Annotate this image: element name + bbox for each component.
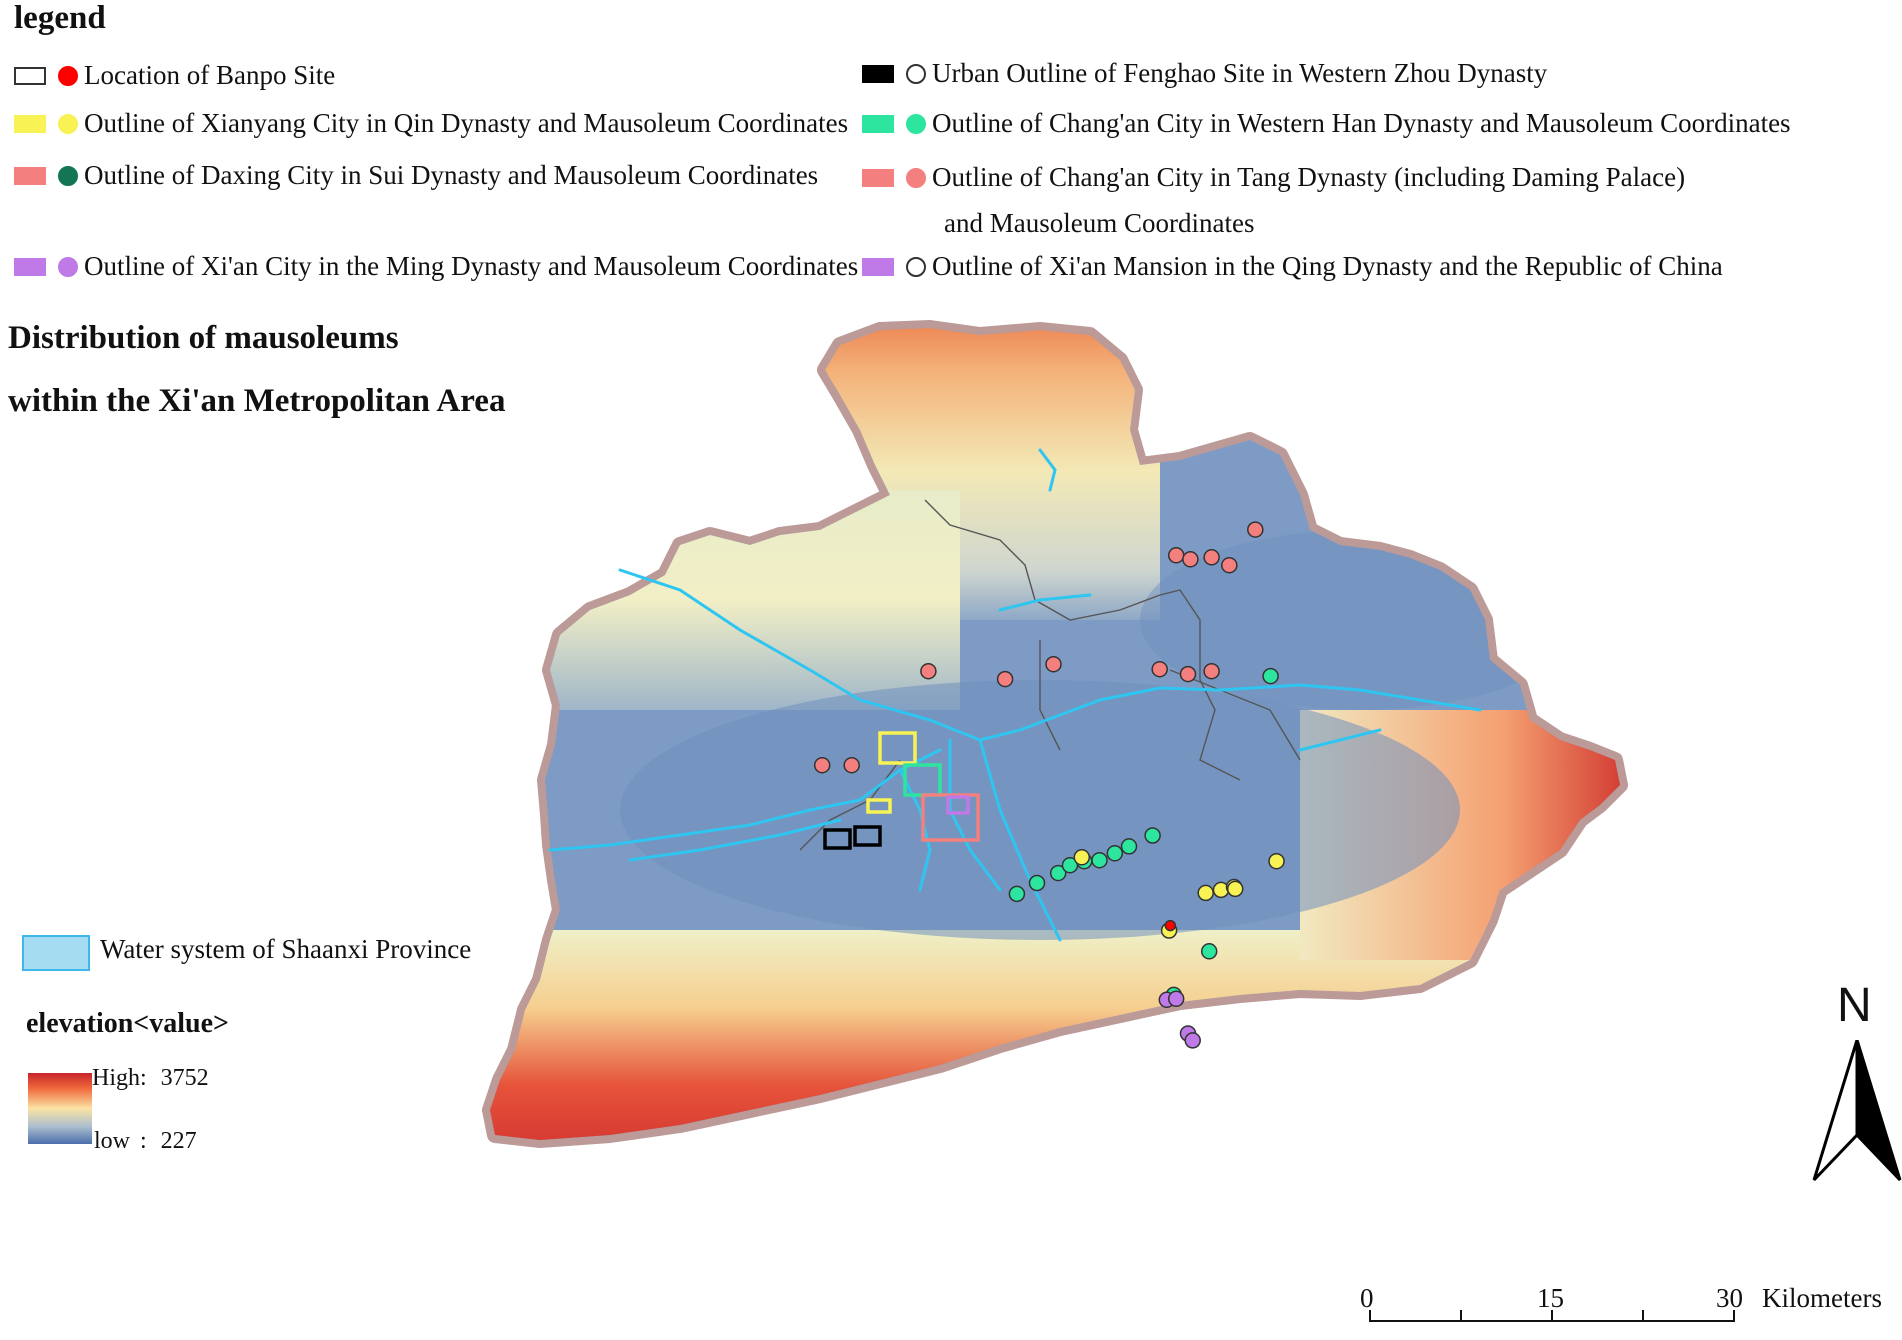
- qin-mausoleum-point: [1226, 880, 1244, 898]
- fenghao-outline-1: [823, 828, 852, 850]
- city-outlines: [823, 731, 980, 850]
- western-han-mausoleum-point: [1049, 864, 1067, 882]
- legend-outline-swatch: [862, 114, 894, 133]
- tang-mausoleum-point: [920, 662, 937, 680]
- legend-outline-swatch: [14, 257, 46, 276]
- legend-item-label: Outline of Chang'an City in Western Han …: [932, 108, 1791, 138]
- water-legend-label: Water system of Shaanxi Province: [100, 934, 472, 964]
- scale-tick: [1460, 1310, 1462, 1322]
- tang-mausoleum-point: [1247, 521, 1264, 538]
- legend-item-label: Location of Banpo Site: [84, 60, 336, 90]
- scale-tick: [1369, 1310, 1371, 1322]
- legend-item-label: Outline of Daxing City in Sui Dynasty an…: [84, 160, 819, 190]
- scale-unit: Kilometers: [1762, 1283, 1882, 1313]
- legend-title: legend: [14, 0, 106, 36]
- legend-item: Outline of Xi'an Mansion in the Qing Dyn…: [862, 251, 1723, 282]
- qin-xianyang-outline: [878, 731, 917, 765]
- legend-point-swatch: [58, 256, 78, 277]
- legend-outline-swatch: [14, 66, 46, 85]
- mausoleum-points: [813, 521, 1285, 1049]
- western-han-mausoleum-point: [1028, 874, 1046, 892]
- legend-item-label: Urban Outline of Fenghao Site in Western…: [932, 58, 1548, 88]
- elevation-color-ramp: [28, 1073, 92, 1144]
- legend-outline-swatch: [14, 166, 46, 185]
- elevation-high-label: High: [92, 1065, 140, 1091]
- western-han-mausoleum-point: [1200, 943, 1218, 960]
- north-arrow-icon: [1812, 1040, 1902, 1182]
- legend-point-swatch: [906, 256, 926, 277]
- tang-mausoleum-point: [1167, 547, 1185, 564]
- tang-mausoleum-point: [843, 756, 860, 774]
- map-title-line1: Distribution of mausoleums: [8, 320, 399, 356]
- legend-item-label: Outline of Xianyang City in Qin Dynasty …: [84, 108, 849, 138]
- tang-mausoleum-point: [1203, 549, 1220, 566]
- legend-point-swatch: [906, 63, 926, 84]
- qin-mausoleum-point: [1073, 849, 1091, 866]
- tang-mausoleum-point: [1045, 655, 1062, 673]
- western-han-mausoleum-point: [1144, 827, 1161, 844]
- legend-item: Outline of Chang'an City in Tang Dynasty…: [862, 162, 1685, 193]
- tang-mausoleum-point: [1221, 556, 1238, 574]
- qin-small-outline: [866, 798, 892, 814]
- elevation-low-separator: :: [140, 1128, 147, 1154]
- elevation-low: low:227: [94, 1128, 197, 1155]
- legend-point-swatch: [906, 113, 926, 134]
- legend-outline-swatch: [862, 64, 894, 83]
- legend-item: Outline of Chang'an City in Western Han …: [862, 108, 1791, 139]
- legend-point-swatch: [906, 167, 926, 188]
- legend-item: Outline of Daxing City in Sui Dynasty an…: [14, 160, 818, 191]
- ming-xian-outline: [946, 795, 970, 815]
- scale-tick: [1733, 1310, 1735, 1322]
- western-han-mausoleum-point: [1091, 851, 1108, 869]
- ming-mausoleum-point: [1184, 1032, 1201, 1049]
- legend-item-label: Outline of Chang'an City in Tang Dynasty…: [932, 162, 1686, 192]
- elevation-high: High: 3752: [92, 1065, 209, 1092]
- scale-tick: [1642, 1310, 1644, 1322]
- elevation-high-separator: :: [140, 1065, 147, 1091]
- legend-item: Location of Banpo Site: [14, 60, 335, 91]
- legend-outline-swatch: [862, 168, 894, 187]
- north-arrow-label: N: [1837, 979, 1872, 1032]
- elevation-title: elevation<value>: [26, 1008, 229, 1039]
- legend-item: Outline of Xianyang City in Qin Dynasty …: [14, 108, 848, 139]
- scale-label-15: 15: [1537, 1283, 1564, 1313]
- rivers: [548, 448, 1482, 942]
- tang-mausoleum-point: [813, 756, 831, 774]
- banpo-mausoleum-point: [1164, 919, 1177, 932]
- legend-point-swatch: [58, 65, 78, 86]
- qin-mausoleum-point: [1268, 852, 1285, 870]
- scale-tick: [1551, 1310, 1553, 1322]
- qin-mausoleum-point: [1197, 884, 1214, 902]
- tang-mausoleum-point: [996, 670, 1014, 688]
- tang-mausoleum-point: [1179, 665, 1197, 683]
- ming-mausoleum-point: [1167, 990, 1185, 1008]
- elevation-low-value: 227: [160, 1128, 197, 1154]
- tang-mausoleum-point: [1151, 660, 1168, 678]
- legend-item-label: Outline of Xi'an City in the Ming Dynast…: [84, 251, 859, 281]
- scale-label-30: 30: [1716, 1283, 1743, 1313]
- elevation-low-label: low: [94, 1128, 130, 1154]
- western-han-mausoleum-point: [1262, 667, 1279, 685]
- legend-item-label: Outline of Xi'an Mansion in the Qing Dyn…: [932, 251, 1723, 281]
- map-title-line2: within the Xi'an Metropolitan Area: [8, 383, 506, 419]
- western-han-mausoleum-point: [1008, 885, 1026, 903]
- legend-outline-swatch: [14, 114, 46, 133]
- western-han-mausoleum-point: [1106, 845, 1124, 862]
- legend-outline-swatch: [862, 257, 894, 276]
- tang-mausoleum-point: [1182, 551, 1199, 568]
- legend-item: Outline of Xi'an City in the Ming Dynast…: [14, 251, 858, 282]
- tang-mausoleum-point: [1203, 662, 1220, 680]
- fenghao-outline-2: [853, 825, 882, 847]
- tang-changan-outline: [921, 793, 980, 842]
- elevation-high-value: 3752: [160, 1065, 209, 1091]
- legend-point-swatch: [58, 165, 78, 186]
- water-swatch: [22, 935, 90, 971]
- map-canvas: [482, 320, 1628, 1148]
- legend-point-swatch: [58, 113, 78, 134]
- scale-label-0: 0: [1360, 1283, 1374, 1313]
- legend-item-label-continued: and Mausoleum Coordinates: [944, 208, 1255, 238]
- legend-item: Urban Outline of Fenghao Site in Western…: [862, 58, 1547, 89]
- western-han-mausoleum-point: [1120, 838, 1138, 855]
